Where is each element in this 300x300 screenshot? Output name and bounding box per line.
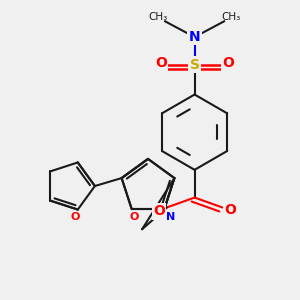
Text: CH₃: CH₃ [222,12,241,22]
Text: O: O [222,56,234,70]
Text: O: O [155,56,167,70]
Text: O: O [224,203,236,218]
Text: CH₃: CH₃ [148,12,168,22]
Text: N: N [189,30,200,44]
Text: O: O [70,212,80,223]
Text: O: O [129,212,138,222]
Text: O: O [153,204,165,218]
Text: N: N [166,212,175,222]
Text: S: S [190,58,200,72]
